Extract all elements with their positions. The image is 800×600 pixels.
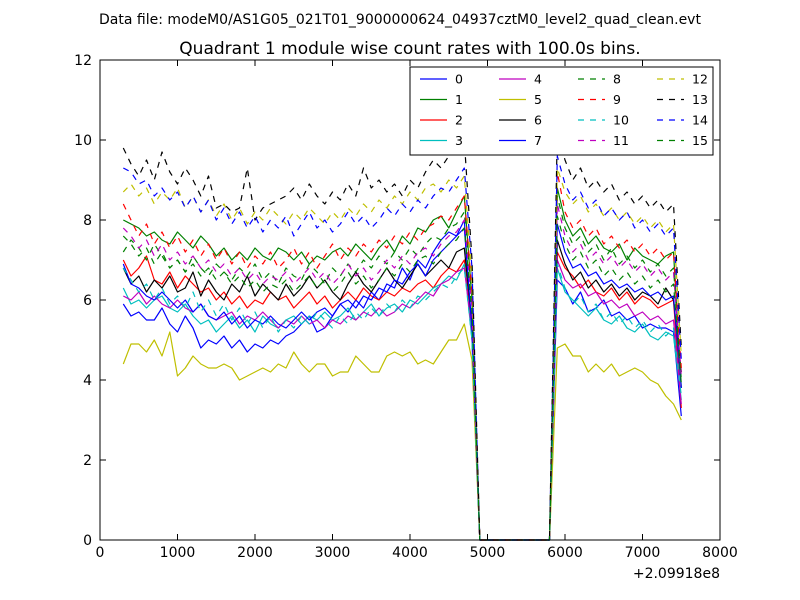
ticks-layer: 0 1000 2000 3000 4000 5000 6000 7000 80000246810… (74, 53, 738, 561)
legend-label-9: 9 (613, 92, 621, 107)
y-tick-label: 8 (83, 213, 92, 229)
series-line-14 (123, 155, 682, 541)
series-line-3 (122, 263, 682, 541)
x-tick-label: 7000 (625, 545, 661, 561)
series-line-6 (122, 239, 682, 541)
series-line-5 (122, 323, 682, 541)
series-line-15 (122, 215, 682, 541)
y-tick-label: 10 (74, 133, 92, 149)
x-tick-label: 0 (96, 545, 105, 561)
x-tick-label: 8000 (702, 545, 738, 561)
x-tick-label: 3000 (315, 545, 351, 561)
series-line-9 (122, 171, 682, 541)
series-line-8 (122, 195, 682, 541)
y-tick-label: 2 (83, 453, 92, 469)
series-line-11 (122, 203, 682, 541)
legend-label-13: 13 (692, 92, 708, 107)
series-layer (122, 131, 682, 541)
y-tick-label: 12 (74, 53, 92, 69)
legend-label-11: 11 (613, 133, 629, 148)
x-tick-label: 4000 (392, 545, 428, 561)
legend-label-15: 15 (692, 133, 708, 148)
y-tick-label: 0 (83, 533, 92, 549)
legend-label-1: 1 (455, 92, 463, 107)
y-tick-label: 6 (83, 293, 92, 309)
x-tick-label: 2000 (237, 545, 273, 561)
series-line-7 (122, 223, 682, 541)
figure-suptitle: Data file: modeM0/AS1G05_021T01_90000006… (99, 12, 701, 28)
legend-label-8: 8 (613, 72, 621, 87)
y-tick-label: 4 (83, 373, 92, 389)
x-tick-label: 1000 (160, 545, 196, 561)
legend-label-10: 10 (613, 113, 629, 128)
x-tick-label: 5000 (470, 545, 506, 561)
legend-label-0: 0 (455, 72, 463, 87)
series-line-10 (122, 263, 682, 541)
legend-label-5: 5 (534, 92, 542, 107)
legend-label-2: 2 (455, 113, 463, 128)
series-line-13 (122, 131, 682, 541)
series-line-1 (123, 187, 682, 541)
x-axis-offset-label: +2.09918e8 (633, 566, 720, 582)
legend-label-7: 7 (534, 133, 542, 148)
legend-label-12: 12 (692, 72, 708, 87)
legend-label-4: 4 (534, 72, 542, 87)
x-tick-label: 6000 (547, 545, 583, 561)
legend-label-14: 14 (692, 113, 708, 128)
legend-label-6: 6 (534, 113, 542, 128)
legend-label-3: 3 (455, 133, 463, 148)
chart-title: Quadrant 1 module wise count rates with … (179, 39, 640, 59)
